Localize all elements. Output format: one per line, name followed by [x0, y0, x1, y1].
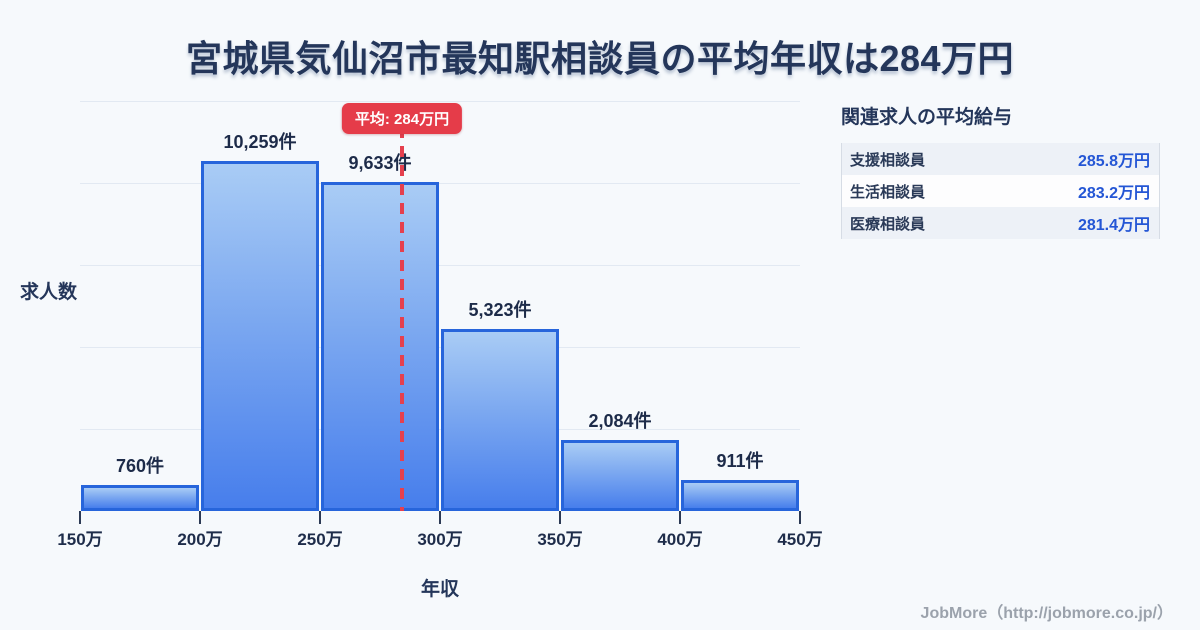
- panel-heading: 関連求人の平均給与: [841, 107, 1013, 128]
- x-tick: [559, 511, 561, 524]
- table-row: 支援相談員 285.8万円: [842, 143, 1159, 175]
- gridline: [80, 429, 800, 430]
- page-title: 宮城県気仙沼市最知駅相談員の平均年収は284万円: [185, 38, 1015, 79]
- bar-value-label: 9,633件: [348, 153, 412, 173]
- job-label: 医療相談員: [850, 215, 926, 233]
- job-label: 支援相談員: [850, 151, 926, 169]
- bar-value-label: 760件: [115, 456, 165, 476]
- x-tick: [679, 511, 681, 524]
- related-jobs-table: 支援相談員 285.8万円 生活相談員 283.2万円 医療相談員 281.4万…: [841, 143, 1160, 239]
- bar-value-label: 5,323件: [468, 300, 532, 320]
- salary-value: 281.4万円: [1077, 217, 1150, 234]
- bar-value-label: 10,259件: [223, 132, 297, 152]
- histogram-bar: [321, 182, 439, 511]
- average-line: [400, 127, 404, 511]
- histogram-bar: [681, 480, 799, 511]
- x-tick-label: 250万: [297, 530, 343, 549]
- x-tick-label: 300万: [417, 530, 463, 549]
- x-tick-label: 450万: [777, 530, 823, 549]
- job-label: 生活相談員: [850, 183, 926, 201]
- x-tick: [79, 511, 81, 524]
- site-credit: JobMore（http://jobmore.co.jp/）: [920, 605, 1173, 622]
- y-axis-title: 求人数: [20, 282, 78, 303]
- average-badge: 平均: 284万円: [341, 103, 463, 134]
- x-tick: [439, 511, 441, 524]
- x-tick-label: 350万: [537, 530, 583, 549]
- x-tick: [319, 511, 321, 524]
- gridline: [80, 183, 800, 184]
- salary-value: 283.2万円: [1077, 185, 1150, 202]
- bar-value-label: 911件: [716, 451, 764, 471]
- histogram-bar: [441, 329, 559, 511]
- gridline: [80, 265, 800, 266]
- histogram-bar: [81, 485, 199, 511]
- bar-value-label: 2,084件: [588, 411, 652, 431]
- x-tick-label: 200万: [177, 530, 223, 549]
- x-axis-title: 年収: [420, 579, 459, 600]
- histogram-bar: [561, 440, 679, 511]
- histogram-plot: 760件 10,259件 9,633件 5,323件 2,084件 911件 1…: [57, 101, 823, 549]
- gridline: [80, 347, 800, 348]
- table-row: 生活相談員 283.2万円: [842, 175, 1159, 207]
- x-tick: [199, 511, 201, 524]
- salary-value: 285.8万円: [1077, 153, 1150, 170]
- table-row: 医療相談員 281.4万円: [842, 207, 1159, 239]
- x-tick: [799, 511, 801, 524]
- x-tick-label: 150万: [57, 530, 103, 549]
- x-tick-label: 400万: [657, 530, 703, 549]
- histogram-bar: [201, 161, 319, 511]
- gridline: [80, 101, 800, 102]
